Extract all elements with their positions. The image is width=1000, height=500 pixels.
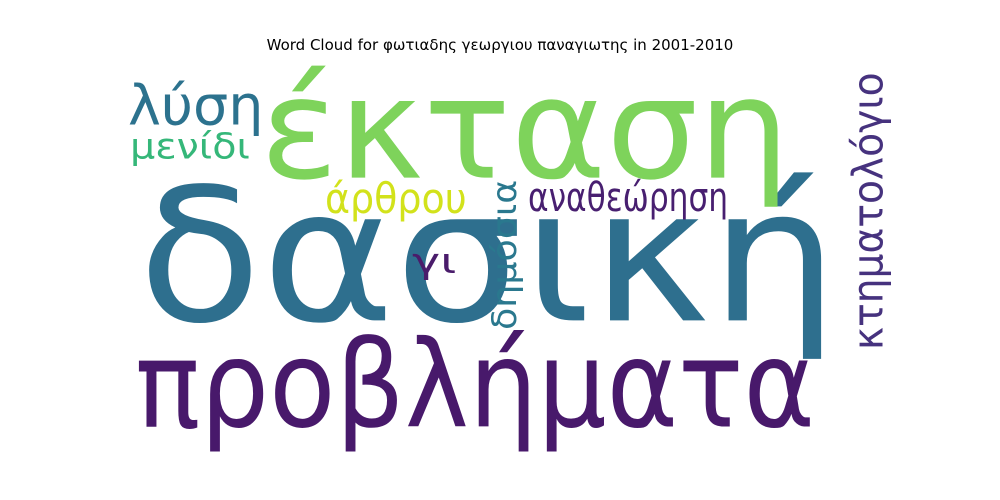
word-lysi: λύση — [128, 73, 264, 138]
word-gi: γι — [412, 242, 457, 282]
word-dimosia: δημόσια — [485, 179, 525, 330]
word-dasiki: δασική — [138, 149, 839, 365]
word-ktimatologio: κτηματολόγιο — [844, 72, 893, 350]
chart-title: Word Cloud for φωτιαδης γεωργιου παναγιω… — [266, 36, 734, 54]
word-arthrou: άρθρου — [325, 174, 467, 223]
word-menidi: μενίδι — [130, 125, 250, 167]
word-anatheorisi: αναθεώρηση — [528, 175, 729, 221]
word-provlimata: προβλήματα — [135, 314, 815, 456]
word-ektasi: έκταση — [260, 48, 790, 212]
